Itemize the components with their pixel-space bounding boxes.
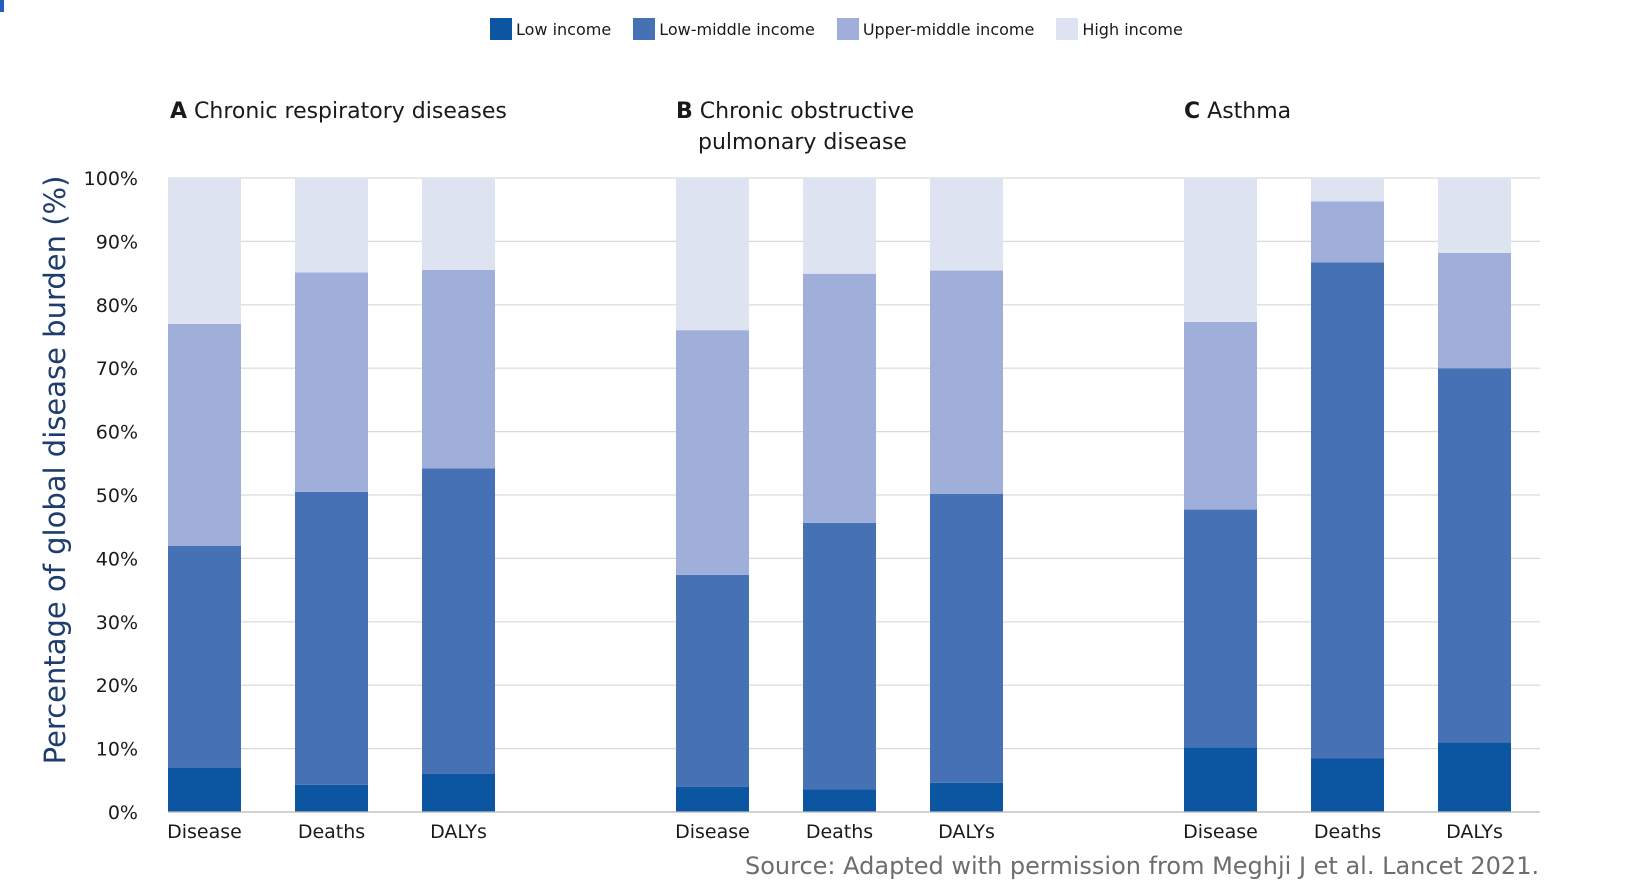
y-tick-label: 50%: [96, 485, 138, 507]
legend-item-high-income: High income: [1056, 18, 1183, 40]
bar-segment: [1311, 201, 1384, 263]
bar-segment: [168, 323, 241, 546]
bar-segment: [803, 273, 876, 523]
bar-segment: [930, 270, 1003, 494]
bar-segment: [1311, 178, 1384, 202]
bar-segment: [422, 468, 495, 774]
y-tick-label: 10%: [96, 739, 138, 761]
x-tick-label: Disease: [1183, 821, 1258, 843]
bar-segment: [676, 786, 749, 812]
bar-segment: [803, 522, 876, 790]
bar-segment: [1311, 758, 1384, 812]
bar-segment: [1438, 742, 1511, 812]
legend: Low income Low-middle income Upper-middl…: [490, 18, 1183, 40]
bar-segment: [676, 178, 749, 331]
corner-accent-mark: [0, 0, 4, 12]
bar-segment: [1438, 368, 1511, 743]
bar-segment: [295, 178, 368, 273]
panel-title-a: A Chronic respiratory diseases: [170, 96, 507, 127]
x-tick-label: DALYs: [430, 821, 487, 843]
panel-letter: B: [676, 99, 693, 124]
bar-segment: [930, 782, 1003, 812]
bar-segment: [803, 789, 876, 812]
bar-segment: [168, 178, 241, 324]
bar-segment: [422, 269, 495, 469]
y-tick-label: 70%: [96, 358, 138, 380]
bar-segment: [803, 178, 876, 274]
bar-segment: [676, 574, 749, 787]
legend-item-low-middle-income: Low-middle income: [633, 18, 815, 40]
y-tick-label: 100%: [84, 168, 138, 190]
y-tick-label: 30%: [96, 612, 138, 634]
bar-segment: [422, 178, 495, 270]
legend-swatch: [1056, 18, 1079, 40]
legend-label: Low-middle income: [659, 19, 815, 39]
bar-segment: [1311, 262, 1384, 759]
legend-swatch: [633, 18, 656, 40]
panel-letter: A: [170, 99, 188, 124]
bar-segment: [930, 178, 1003, 271]
bar-segment: [1184, 747, 1257, 812]
legend-item-low-income: Low income: [490, 18, 611, 40]
bar-segment: [295, 784, 368, 812]
x-tick-label: Disease: [167, 821, 242, 843]
bar-segment: [295, 491, 368, 785]
bar-segment: [930, 493, 1003, 783]
y-tick-label: 60%: [96, 422, 138, 444]
bar-segment: [1438, 252, 1511, 369]
x-tick-label: DALYs: [1446, 821, 1503, 843]
x-tick-label: Deaths: [1314, 821, 1381, 843]
legend-label: Low income: [516, 19, 612, 39]
legend-label: High income: [1082, 19, 1183, 39]
y-tick-label: 80%: [96, 295, 138, 317]
legend-label: Upper-middle income: [862, 19, 1035, 39]
bar-segment: [1184, 178, 1257, 322]
bar-segment: [295, 272, 368, 492]
panel-title-text: Asthma: [1207, 99, 1292, 124]
panel-letter: C: [1184, 99, 1201, 124]
panel-title-c: C Asthma: [1184, 96, 1291, 127]
legend-swatch: [490, 18, 512, 40]
panel-title-text: Chronic obstructive: [699, 99, 915, 124]
bar-segment: [676, 330, 749, 575]
legend-item-upper-middle-income: Upper-middle income: [836, 18, 1035, 40]
bar-segment: [1184, 509, 1257, 748]
x-tick-label: Deaths: [806, 821, 873, 843]
bar-segment: [168, 545, 241, 768]
x-tick-label: DALYs: [938, 821, 995, 843]
y-tick-label: 0%: [108, 802, 138, 824]
legend-swatch: [836, 18, 859, 40]
panel-title-text-line2: pulmonary disease: [698, 130, 907, 155]
x-tick-label: Disease: [675, 821, 750, 843]
x-tick-label: Deaths: [298, 821, 365, 843]
panel-title-b: B Chronic obstructive pulmonary disease: [676, 96, 914, 158]
y-tick-label: 40%: [96, 548, 138, 570]
bar-segment: [1438, 178, 1511, 253]
panel-title-text: Chronic respiratory diseases: [194, 99, 507, 124]
y-tick-label: 20%: [96, 675, 138, 697]
bar-segment: [422, 773, 495, 812]
source-note: Source: Adapted with permission from Meg…: [745, 852, 1540, 880]
bar-segment: [168, 767, 241, 812]
bar-segment: [1184, 321, 1257, 510]
y-tick-label: 90%: [96, 231, 138, 253]
